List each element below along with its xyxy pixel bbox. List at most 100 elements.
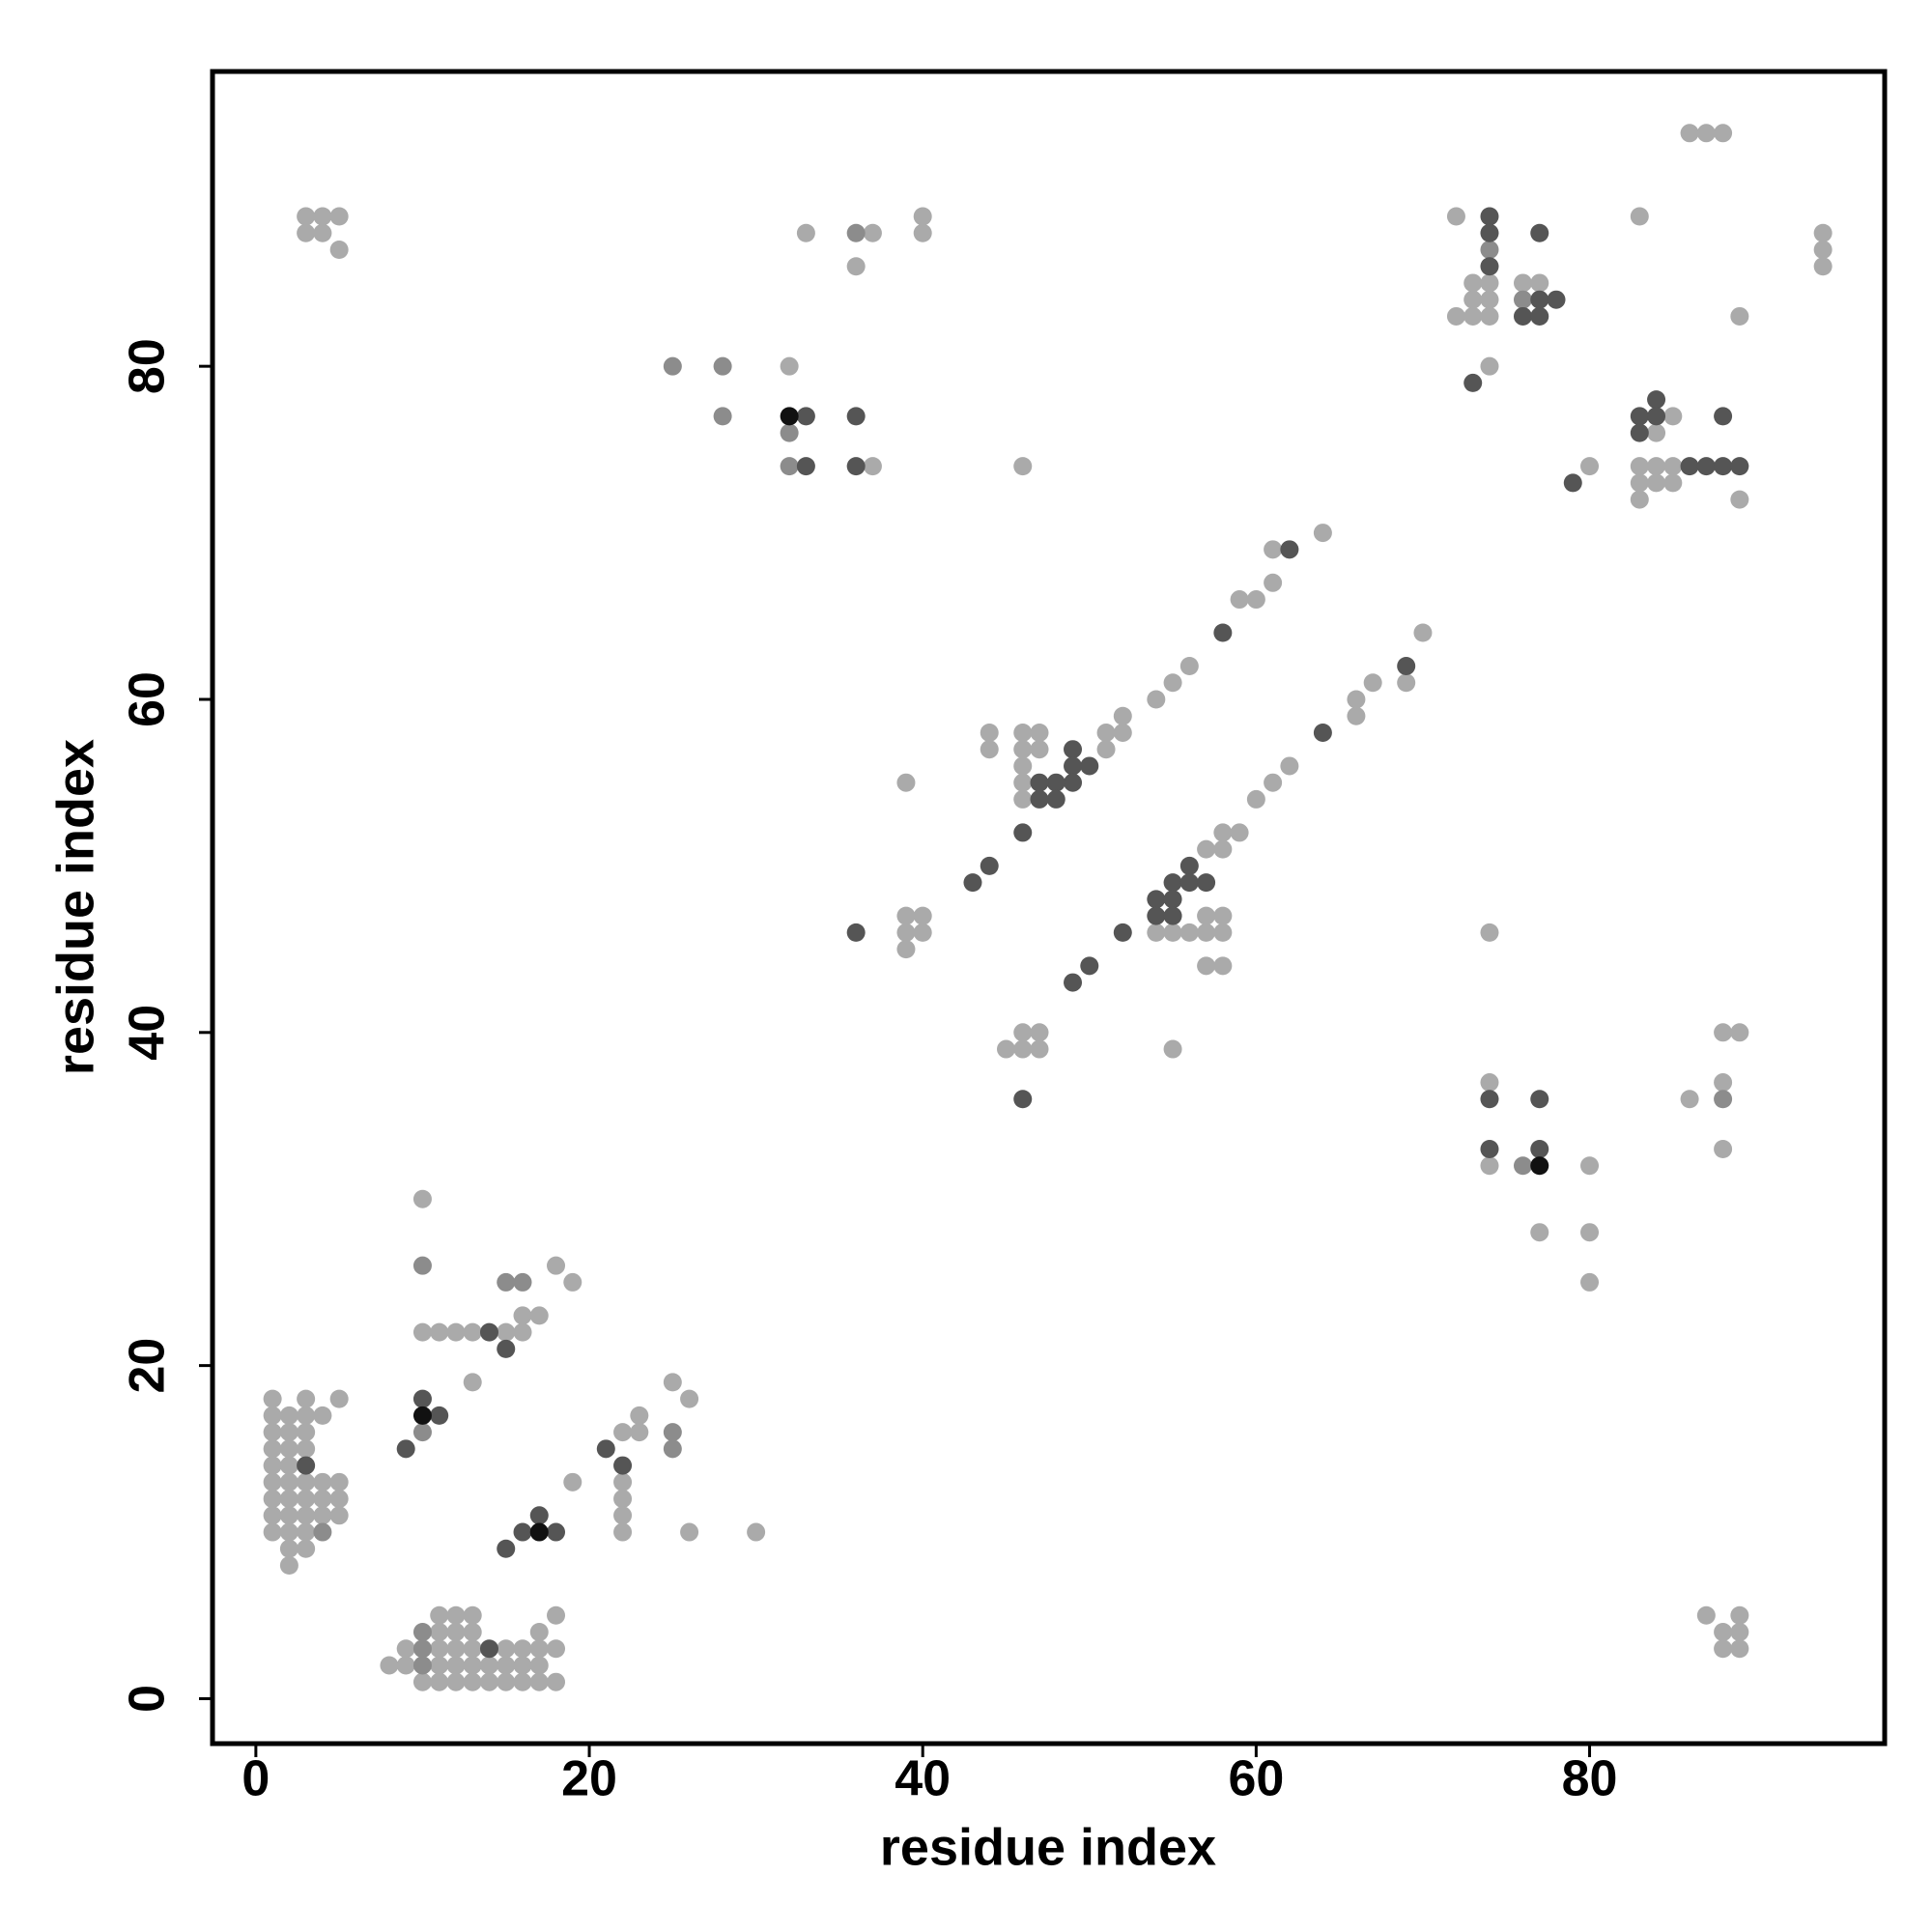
point	[463, 1605, 482, 1625]
point	[1647, 473, 1666, 493]
point	[1513, 273, 1532, 293]
point	[1480, 240, 1499, 259]
point	[1714, 1639, 1733, 1659]
point	[913, 923, 932, 942]
point	[1197, 956, 1216, 976]
point	[529, 1506, 549, 1525]
point	[963, 873, 982, 893]
point	[1663, 457, 1683, 476]
point	[547, 1639, 566, 1659]
point	[1530, 306, 1549, 326]
point	[297, 1472, 316, 1492]
point	[396, 1656, 415, 1675]
point	[1030, 773, 1049, 792]
point	[279, 1506, 298, 1525]
point	[329, 1506, 349, 1525]
point	[1547, 290, 1566, 309]
point	[329, 207, 349, 226]
point	[1013, 740, 1033, 759]
point	[1630, 490, 1649, 509]
point	[896, 906, 916, 925]
point	[412, 1656, 432, 1675]
point	[863, 223, 882, 242]
point	[1647, 407, 1666, 426]
point	[1013, 457, 1033, 476]
point	[1147, 690, 1166, 709]
point	[463, 1322, 482, 1342]
point	[913, 223, 932, 242]
point	[680, 1389, 699, 1408]
point	[297, 1389, 316, 1408]
point	[297, 1406, 316, 1425]
point	[1147, 890, 1166, 909]
point	[313, 1406, 332, 1425]
point	[796, 223, 815, 242]
point	[513, 1639, 532, 1659]
point	[329, 240, 349, 259]
point	[1313, 524, 1332, 543]
point	[613, 1423, 633, 1442]
point	[1213, 623, 1233, 642]
point	[1113, 723, 1132, 742]
point	[513, 1672, 532, 1691]
point	[896, 773, 916, 792]
point	[547, 1672, 566, 1691]
point	[1714, 407, 1733, 426]
plot-points	[263, 124, 1833, 1691]
point	[613, 1522, 633, 1542]
point	[1680, 124, 1699, 143]
point	[497, 1339, 516, 1358]
point	[479, 1656, 498, 1675]
point	[297, 1423, 316, 1442]
point	[1213, 906, 1233, 925]
point	[1213, 823, 1233, 842]
point	[713, 356, 732, 376]
point	[1197, 906, 1216, 925]
point	[1513, 306, 1532, 326]
point	[529, 1639, 549, 1659]
point	[430, 1672, 449, 1691]
point	[279, 1556, 298, 1576]
point	[1714, 1622, 1733, 1641]
point	[1147, 923, 1166, 942]
point	[1730, 1639, 1749, 1659]
point	[1530, 273, 1549, 293]
point	[430, 1639, 449, 1659]
point	[430, 1656, 449, 1675]
point	[412, 1322, 432, 1342]
point	[1480, 207, 1499, 226]
point	[279, 1522, 298, 1542]
point	[497, 1639, 516, 1659]
point	[1179, 923, 1199, 942]
point	[313, 223, 332, 242]
point	[1347, 706, 1366, 725]
point	[497, 1322, 516, 1342]
point	[263, 1439, 282, 1459]
point	[297, 223, 316, 242]
point	[313, 1472, 332, 1492]
point	[446, 1322, 466, 1342]
point	[297, 207, 316, 226]
plot-frame	[210, 69, 1888, 1747]
point	[463, 1672, 482, 1691]
point	[846, 407, 866, 426]
point	[529, 1656, 549, 1675]
point	[263, 1506, 282, 1525]
point	[1480, 306, 1499, 326]
point	[1630, 207, 1649, 226]
point	[1480, 1139, 1499, 1158]
point	[1714, 1023, 1733, 1042]
point	[329, 1490, 349, 1509]
point	[412, 1639, 432, 1659]
point	[1280, 540, 1299, 559]
point	[1730, 1023, 1749, 1042]
point	[796, 407, 815, 426]
point	[430, 1322, 449, 1342]
point	[1630, 407, 1649, 426]
point	[1264, 773, 1283, 792]
point	[1446, 207, 1465, 226]
point	[1080, 956, 1099, 976]
point	[980, 723, 999, 742]
point	[412, 1672, 432, 1691]
point	[297, 1506, 316, 1525]
